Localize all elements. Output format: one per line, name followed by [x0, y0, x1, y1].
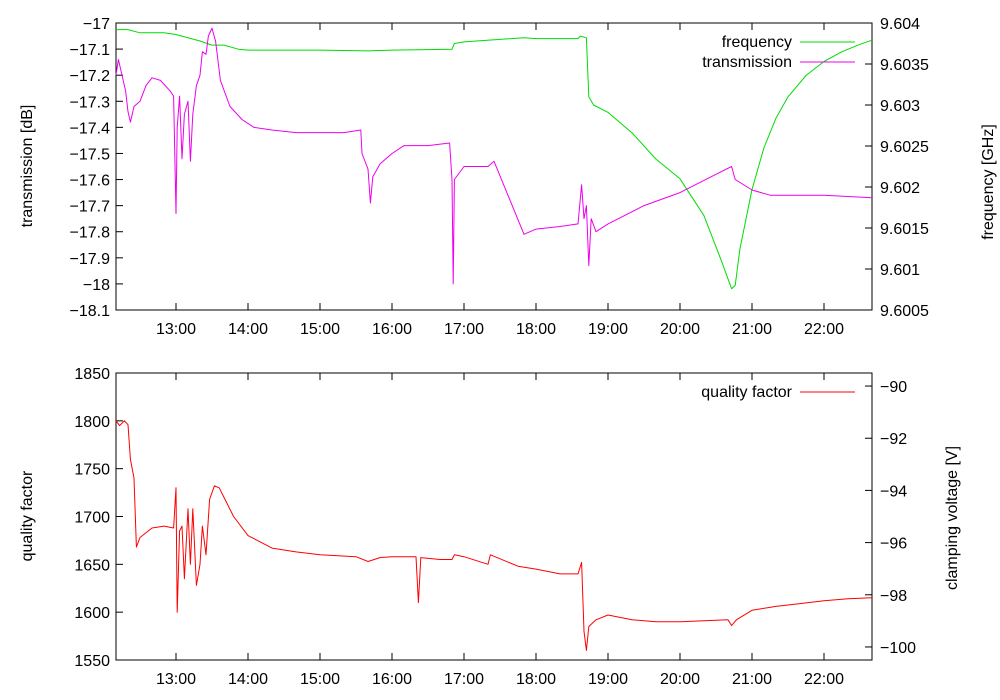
top-plot-frame [115, 22, 873, 311]
bottom-left-axis: 1850 1800 1750 1700 1650 1600 1550 [74, 366, 123, 670]
right-tick-label: −90 [880, 379, 907, 396]
x-tick-label: 21:00 [732, 671, 772, 688]
x-tick-label: 22:00 [804, 321, 844, 338]
quality-factor-panel: 13:00 14:00 15:00 16:00 17:00 18:00 19:00 20:00… [19, 366, 961, 688]
left-tick-label: −17.6 [70, 173, 111, 190]
x-tick-label: 16:00 [372, 671, 412, 688]
right-tick-label: 9.603 [880, 98, 920, 115]
right-tick-label: 9.601 [880, 262, 920, 279]
series-line-transmission [115, 27, 873, 285]
left-tick-label: −17.2 [70, 68, 111, 85]
x-tick-label: 16:00 [372, 321, 412, 338]
x-tick-label: 18:00 [516, 671, 556, 688]
bottom-right-axis: −90 −92 −94 −96 −98 −100 [865, 379, 916, 657]
right-tick-label: −94 [880, 483, 907, 500]
x-tick-label: 17:00 [444, 671, 484, 688]
top-left-axis: −17 −17.1 −17.2 −17.3 −17.4 −17.5 −17.6 −17.7 −1… [70, 16, 123, 320]
legend-label: quality factor [701, 384, 792, 401]
left-tick-label: 1600 [74, 605, 110, 622]
x-tick-label: 20:00 [660, 671, 700, 688]
x-tick-label: 17:00 [444, 321, 484, 338]
left-tick-label: −17.1 [70, 42, 111, 59]
bottom-series-group [115, 420, 873, 651]
top-x-axis: 13:00 14:00 15:00 16:00 17:00 18:00 19:00 20:00… [156, 23, 844, 338]
left-tick-label: 1750 [74, 462, 110, 479]
series-line-frequency [116, 29, 873, 290]
left-tick-label: −17 [83, 16, 110, 33]
left-tick-label: −18 [83, 277, 110, 294]
left-tick-label: 1550 [74, 653, 110, 670]
right-tick-label: 9.6035 [880, 57, 929, 74]
left-tick-label: 1650 [74, 557, 110, 574]
x-tick-label: 18:00 [516, 321, 556, 338]
series-line-quality-factor [115, 420, 873, 651]
x-tick-label: 15:00 [300, 671, 340, 688]
x-tick-label: 19:00 [588, 321, 628, 338]
top-right-axis-label: frequency [GHz] [980, 124, 997, 240]
left-tick-label: −18.1 [70, 303, 111, 320]
x-tick-label: 21:00 [732, 321, 772, 338]
x-tick-label: 13:00 [156, 321, 196, 338]
left-tick-label: 1800 [74, 414, 110, 431]
x-tick-label: 15:00 [300, 321, 340, 338]
x-tick-label: 14:00 [228, 321, 268, 338]
right-tick-label: 9.6005 [880, 303, 929, 320]
left-tick-label: −17.7 [70, 199, 111, 216]
right-tick-label: 9.602 [880, 180, 920, 197]
right-tick-label: 9.6015 [880, 221, 929, 238]
top-series-group [115, 27, 873, 290]
left-tick-label: −17.8 [70, 225, 111, 242]
right-tick-label: −98 [880, 588, 907, 605]
bottom-left-axis-label: quality factor [19, 470, 36, 561]
x-tick-label: 13:00 [156, 671, 196, 688]
top-right-axis: 9.604 9.6035 9.603 9.6025 9.602 9.6015 9.601 9.… [865, 16, 929, 320]
x-tick-label: 19:00 [588, 671, 628, 688]
legend-label: frequency [722, 34, 792, 51]
bottom-legend: quality factor [701, 384, 855, 401]
left-tick-label: 1700 [74, 510, 110, 527]
x-tick-label: 14:00 [228, 671, 268, 688]
bottom-x-axis: 13:00 14:00 15:00 16:00 17:00 18:00 19:00 20:00… [156, 373, 844, 688]
left-tick-label: 1850 [74, 366, 110, 383]
right-tick-label: −92 [880, 431, 907, 448]
x-tick-label: 20:00 [660, 321, 700, 338]
legend-label: transmission [702, 54, 792, 71]
bottom-right-axis-label: clamping voltage [V] [944, 446, 961, 590]
right-tick-label: 9.6025 [880, 139, 929, 156]
left-tick-label: −17.3 [70, 94, 111, 111]
top-left-axis-label: transmission [dB] [19, 105, 36, 228]
left-tick-label: −17.9 [70, 251, 111, 268]
left-tick-label: −17.5 [70, 146, 111, 163]
right-tick-label: −96 [880, 536, 907, 553]
right-tick-label: 9.604 [880, 16, 920, 33]
right-tick-label: −100 [880, 640, 916, 657]
bottom-plot-frame [115, 372, 873, 661]
left-tick-label: −17.4 [70, 120, 111, 137]
x-tick-label: 22:00 [804, 671, 844, 688]
transmission-frequency-panel: 13:00 14:00 15:00 16:00 17:00 18:00 19:00 20:00… [19, 16, 997, 338]
top-legend: frequency transmission [702, 34, 855, 71]
